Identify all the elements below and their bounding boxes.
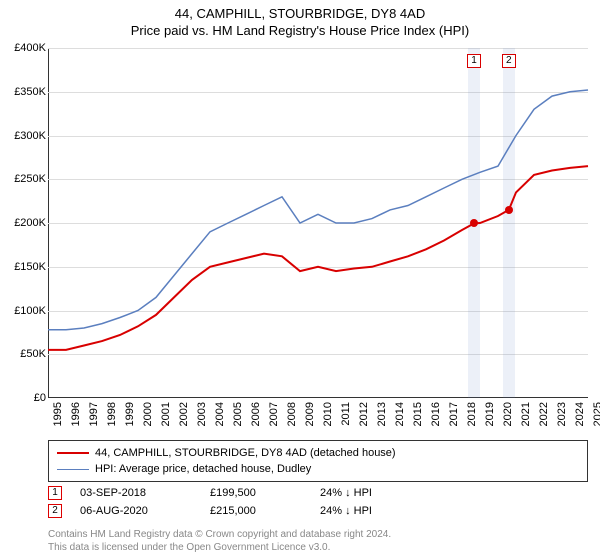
sale-price: £199,500 xyxy=(210,487,320,499)
sale-marker-box: 2 xyxy=(48,504,62,518)
sale-marker-box: 1 xyxy=(48,486,62,500)
legend-label: HPI: Average price, detached house, Dudl… xyxy=(95,463,311,475)
sale-price: £215,000 xyxy=(210,505,320,517)
xtick-label: 2022 xyxy=(538,402,550,426)
xtick-label: 2004 xyxy=(214,402,226,426)
ytick-label: £300K xyxy=(2,130,46,142)
xtick-label: 2025 xyxy=(592,402,600,426)
footer-attribution: Contains HM Land Registry data © Crown c… xyxy=(48,529,391,554)
footer-line1: Contains HM Land Registry data © Crown c… xyxy=(48,529,391,542)
xtick-label: 2009 xyxy=(304,402,316,426)
xtick-label: 2021 xyxy=(520,402,532,426)
xtick-label: 2002 xyxy=(178,402,190,426)
xtick-label: 2020 xyxy=(502,402,514,426)
xtick-label: 2019 xyxy=(484,402,496,426)
ytick-label: £150K xyxy=(2,261,46,273)
xtick-label: 2005 xyxy=(232,402,244,426)
xtick-label: 2007 xyxy=(268,402,280,426)
sale-date: 03-SEP-2018 xyxy=(80,487,210,499)
xtick-label: 1997 xyxy=(88,402,100,426)
ytick-label: £0 xyxy=(2,392,46,404)
plot-area: 12 xyxy=(48,48,588,398)
ytick-label: £400K xyxy=(2,42,46,54)
xtick-label: 1996 xyxy=(70,402,82,426)
xtick-label: 2011 xyxy=(340,402,352,426)
sale-delta: 24% ↓ HPI xyxy=(320,505,372,517)
ytick-label: £100K xyxy=(2,305,46,317)
line-series-svg xyxy=(48,48,588,398)
ytick-label: £250K xyxy=(2,173,46,185)
chart-container: 44, CAMPHILL, STOURBRIDGE, DY8 4AD Price… xyxy=(0,0,600,560)
xtick-label: 2016 xyxy=(430,402,442,426)
xtick-label: 2023 xyxy=(556,402,568,426)
sales-table: 1 03-SEP-2018 £199,500 24% ↓ HPI 2 06-AU… xyxy=(48,484,588,520)
xtick-label: 2006 xyxy=(250,402,262,426)
xtick-label: 2017 xyxy=(448,402,460,426)
xtick-label: 2014 xyxy=(394,402,406,426)
sale-point xyxy=(470,219,478,227)
legend-swatch xyxy=(57,452,89,454)
xtick-label: 2018 xyxy=(466,402,478,426)
xtick-label: 2003 xyxy=(196,402,208,426)
legend-label: 44, CAMPHILL, STOURBRIDGE, DY8 4AD (deta… xyxy=(95,447,396,459)
xtick-label: 1998 xyxy=(106,402,118,426)
legend-item-hpi: HPI: Average price, detached house, Dudl… xyxy=(57,461,579,477)
xtick-label: 2024 xyxy=(574,402,586,426)
sale-band-marker: 2 xyxy=(502,54,516,68)
ytick-label: £350K xyxy=(2,86,46,98)
legend-item-property: 44, CAMPHILL, STOURBRIDGE, DY8 4AD (deta… xyxy=(57,445,579,461)
ytick-label: £200K xyxy=(2,217,46,229)
sales-row: 1 03-SEP-2018 £199,500 24% ↓ HPI xyxy=(48,484,588,502)
legend: 44, CAMPHILL, STOURBRIDGE, DY8 4AD (deta… xyxy=(48,440,588,482)
xtick-label: 1999 xyxy=(124,402,136,426)
sale-band-marker: 1 xyxy=(467,54,481,68)
xtick-label: 2015 xyxy=(412,402,424,426)
sale-delta: 24% ↓ HPI xyxy=(320,487,372,499)
sales-row: 2 06-AUG-2020 £215,000 24% ↓ HPI xyxy=(48,502,588,520)
sale-point xyxy=(505,206,513,214)
xtick-label: 2008 xyxy=(286,402,298,426)
series-line-property xyxy=(48,166,588,350)
xtick-label: 2012 xyxy=(358,402,370,426)
xtick-label: 2000 xyxy=(142,402,154,426)
ytick-label: £50K xyxy=(2,348,46,360)
footer-line2: This data is licensed under the Open Gov… xyxy=(48,542,391,555)
legend-swatch xyxy=(57,469,89,470)
xtick-label: 2013 xyxy=(376,402,388,426)
chart-title-address: 44, CAMPHILL, STOURBRIDGE, DY8 4AD xyxy=(0,0,600,21)
xtick-label: 1995 xyxy=(52,402,64,426)
sale-date: 06-AUG-2020 xyxy=(80,505,210,517)
xtick-label: 2010 xyxy=(322,402,334,426)
chart-title-subtitle: Price paid vs. HM Land Registry's House … xyxy=(0,21,600,44)
xtick-label: 2001 xyxy=(160,402,172,426)
